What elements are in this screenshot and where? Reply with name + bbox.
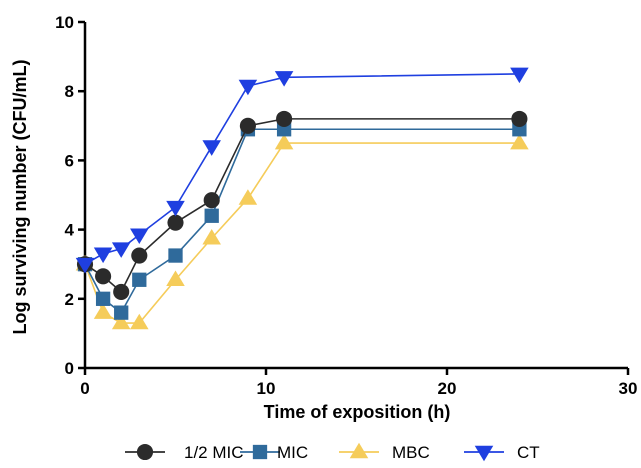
legend-item: MIC xyxy=(240,443,308,462)
series-mic xyxy=(77,122,527,320)
data-point xyxy=(510,133,529,150)
y-tick-label: 8 xyxy=(65,82,74,101)
data-point xyxy=(274,133,294,150)
data-point xyxy=(202,228,221,245)
y-axis-title: Log surviving number (CFU/mL) xyxy=(10,59,30,334)
legend-label: 1/2 MIC xyxy=(184,443,244,462)
data-point xyxy=(511,110,528,127)
data-point xyxy=(130,313,149,330)
data-point xyxy=(204,208,219,223)
data-point xyxy=(510,67,529,84)
legend-label: CT xyxy=(517,443,540,462)
x-axis-title: Time of exposition (h) xyxy=(264,402,451,422)
data-point xyxy=(238,189,258,205)
data-point xyxy=(93,247,113,264)
series-line xyxy=(84,142,520,324)
data-point xyxy=(203,192,220,209)
series-line xyxy=(84,128,520,314)
legend: 1/2 MIC MIC MBC CT xyxy=(125,442,540,462)
data-point xyxy=(95,291,111,306)
x-tick-label: 0 xyxy=(80,379,89,398)
y-tick-label: 0 xyxy=(65,359,74,378)
data-point xyxy=(114,305,129,320)
data-point xyxy=(131,247,148,264)
data-point xyxy=(166,200,185,217)
data-point xyxy=(111,313,131,330)
legend-marker xyxy=(349,442,369,459)
data-point xyxy=(113,283,130,300)
legend-label: MBC xyxy=(392,443,430,462)
data-point xyxy=(238,79,258,96)
y-tick-label: 6 xyxy=(65,151,74,170)
axes: 0 10 20 30 0 2 4 6 8 10 xyxy=(55,13,637,398)
data-point xyxy=(111,242,131,258)
legend-item: CT xyxy=(464,443,540,462)
series-line xyxy=(84,118,520,294)
data-point xyxy=(130,228,149,245)
x-tick-label: 10 xyxy=(257,379,276,398)
series-ct xyxy=(75,67,529,274)
data-point xyxy=(93,303,113,319)
legend-item: MBC xyxy=(339,442,430,462)
data-point xyxy=(274,71,294,87)
y-tick-label: 2 xyxy=(65,290,74,309)
data-point xyxy=(239,117,256,134)
plot-area xyxy=(75,67,529,330)
x-tick-label: 30 xyxy=(619,379,638,398)
data-point xyxy=(202,140,221,156)
data-point xyxy=(168,248,183,263)
data-point xyxy=(167,214,184,231)
data-point xyxy=(132,272,147,287)
legend-item: 1/2 MIC xyxy=(125,443,244,462)
y-tick-label: 10 xyxy=(55,13,74,32)
legend-marker xyxy=(136,443,154,461)
y-tick-label: 4 xyxy=(65,221,75,240)
legend-marker xyxy=(252,444,268,460)
series-1-2-mic xyxy=(76,110,528,300)
series-line xyxy=(84,73,520,265)
data-point xyxy=(276,110,293,127)
x-tick-label: 20 xyxy=(438,379,457,398)
data-point xyxy=(166,270,185,287)
data-point xyxy=(75,257,95,274)
legend-marker xyxy=(474,445,494,462)
legend-label: MIC xyxy=(277,443,308,462)
data-point xyxy=(95,268,112,285)
